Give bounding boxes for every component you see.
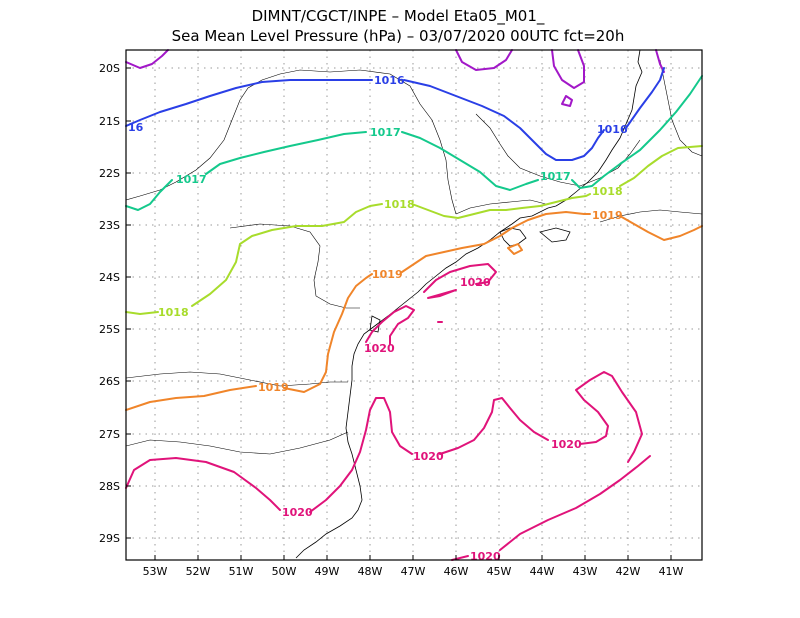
x-tick-label-45w: 45W — [487, 565, 512, 578]
isobar-1020-label-2: 1020 — [364, 342, 395, 355]
isobar-1020-south — [125, 371, 643, 513]
isobar-1015-west — [125, 49, 169, 69]
x-tick-label-52w: 52W — [186, 565, 211, 578]
x-tick-label-41w: 41W — [659, 565, 684, 578]
x-axis: 53W 52W 51W 50W 49W 48W 47W 46W 45W 44W … — [143, 555, 684, 578]
isobar-1018-line — [125, 145, 703, 315]
isobar-1020-label-1: 1020 — [460, 276, 491, 289]
x-tick-label-43w: 43W — [573, 565, 598, 578]
map-frame — [125, 49, 703, 561]
state-border-7 — [659, 59, 703, 157]
isobar-1020: 1020 1020 1020 1020 1020 1020 — [125, 263, 651, 563]
isobar-1015-north — [455, 49, 513, 71]
x-tick-label-51w: 51W — [229, 565, 254, 578]
isobar-1020-label-3: 1020 — [413, 450, 444, 463]
y-tick-label-23s: 23S — [99, 219, 120, 232]
y-tick-label-27s: 27S — [99, 428, 120, 441]
x-tick-label-42w: 42W — [616, 565, 641, 578]
isobar-1016-label-3: 1016 — [597, 123, 628, 136]
isobar-1018: 1018 1018 1018 — [125, 145, 703, 319]
state-border-2 — [229, 223, 360, 309]
x-tick-label-47w: 47W — [401, 565, 426, 578]
isobar-1019-label-3: 1019 — [592, 209, 623, 222]
y-tick-label-26s: 26S — [99, 375, 120, 388]
isobar-1017-label-1: 1017 — [176, 173, 207, 186]
x-tick-label-44w: 44W — [530, 565, 555, 578]
isobar-1017-label-3: 1017 — [540, 170, 571, 183]
isobar-1015 — [125, 49, 665, 107]
isobar-1019-line-south — [125, 211, 703, 411]
map-title-line1: DIMNT/CGCT/INPE – Model Eta05_M01_ — [252, 7, 545, 26]
isobar-1016: 1016 16 1016 — [125, 67, 665, 161]
x-tick-label-50w: 50W — [272, 565, 297, 578]
isobar-1018-label-1: 1018 — [158, 306, 189, 319]
island-detail — [539, 227, 571, 243]
isobar-1015-east — [551, 49, 585, 89]
x-tick-label-53w: 53W — [143, 565, 168, 578]
y-tick-label-28s: 28S — [99, 480, 120, 493]
state-border-6 — [455, 199, 547, 215]
isobar-1016-label-2: 16 — [128, 121, 144, 134]
y-tick-label-25s: 25S — [99, 323, 120, 336]
isobar-1016-label-1: 1016 — [374, 74, 405, 87]
y-tick-label-29s: 29S — [99, 532, 120, 545]
isobar-1017: 1017 1017 1017 — [125, 75, 703, 211]
isobar-1016-line — [125, 67, 665, 161]
coastline-and-borders — [125, 49, 703, 559]
coastline — [295, 49, 643, 559]
y-tick-label-22s: 22S — [99, 167, 120, 180]
isobar-1020-label-5: 1020 — [282, 506, 313, 519]
y-tick-label-24s: 24S — [99, 271, 120, 284]
state-border-3 — [125, 371, 348, 387]
isobar-1020-cell-north — [423, 263, 497, 299]
state-border-4 — [125, 431, 349, 455]
map-title-line2: Sea Mean Level Pressure (hPa) – 03/07/20… — [172, 27, 625, 45]
isobar-1018-label-2: 1018 — [384, 198, 415, 211]
y-axis: 20S 21S 22S 23S 24S 25S 26S 27S 28S 29S — [99, 62, 131, 545]
isobar-1020-cell-coast — [365, 305, 415, 345]
y-tick-label-21s: 21S — [99, 115, 120, 128]
isobar-1019-label-2: 1019 — [258, 381, 289, 394]
x-tick-label-48w: 48W — [358, 565, 383, 578]
x-tick-label-46w: 46W — [444, 565, 469, 578]
x-tick-label-49w: 49W — [315, 565, 340, 578]
y-tick-label-20s: 20S — [99, 62, 120, 75]
lagoon-detail — [369, 315, 381, 333]
isobar-1020-label-6: 1020 — [470, 550, 501, 563]
isobar-1017-label-2: 1017 — [370, 126, 401, 139]
isobar-1019-label-1: 1019 — [372, 268, 403, 281]
isobar-1020-far-south — [451, 455, 651, 561]
bay-detail — [499, 227, 527, 247]
isobar-1015-closed — [561, 95, 573, 107]
isobar-1019-loop — [507, 243, 523, 255]
isobar-1018-label-3: 1018 — [592, 185, 623, 198]
isobar-1017-line — [125, 75, 703, 211]
state-border-8 — [599, 209, 703, 223]
isobar-1019: 1019 1019 1019 — [125, 209, 703, 411]
state-border-1 — [125, 69, 457, 215]
state-border-5 — [475, 113, 641, 187]
isobar-1020-label-4: 1020 — [551, 438, 582, 451]
